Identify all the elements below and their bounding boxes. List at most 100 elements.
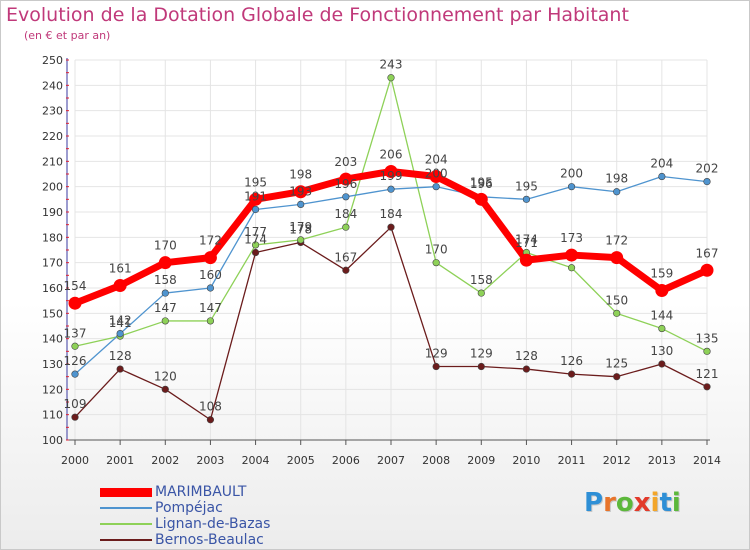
data-label: 137 xyxy=(64,326,87,340)
data-point xyxy=(206,317,215,325)
data-label: 129 xyxy=(425,347,448,361)
data-point xyxy=(432,362,440,371)
data-label: 128 xyxy=(515,349,538,363)
data-label: 128 xyxy=(109,349,132,363)
axes: 100 110 120 130 140 150 160 170 180 190 200 210 220 2… xyxy=(42,54,721,467)
x-tick-label: 2012 xyxy=(603,454,631,467)
data-point xyxy=(342,193,350,201)
data-point xyxy=(658,360,666,368)
data-point xyxy=(342,266,350,274)
data-point xyxy=(522,365,531,373)
data-label: 147 xyxy=(199,301,222,315)
data-point xyxy=(297,200,305,208)
data-label: 179 xyxy=(289,220,312,234)
data-point xyxy=(251,241,260,249)
proxiti-logo: Proxiti xyxy=(584,488,681,518)
legend-swatch xyxy=(100,507,152,509)
x-tick-label: 2008 xyxy=(422,454,450,467)
data-label: 172 xyxy=(199,234,222,248)
data-label: 147 xyxy=(154,301,177,315)
data-label: 125 xyxy=(605,357,628,371)
data-point xyxy=(251,205,260,214)
data-point xyxy=(294,185,308,199)
data-point xyxy=(297,236,305,244)
legend-label: MARIMBAULT xyxy=(155,484,247,500)
data-label: 193 xyxy=(289,184,312,198)
data-label: 161 xyxy=(109,261,132,275)
data-label: 158 xyxy=(154,273,177,287)
data-label: 141 xyxy=(109,316,132,330)
data-point xyxy=(613,188,621,196)
data-label: 150 xyxy=(605,293,628,307)
data-point xyxy=(116,330,124,338)
x-tick-label: 2009 xyxy=(467,454,495,467)
data-point xyxy=(387,185,395,193)
y-tick-label: 120 xyxy=(42,383,63,396)
data-point xyxy=(567,183,576,191)
data-label: 191 xyxy=(244,189,267,203)
logo-letter: x xyxy=(633,488,651,518)
data-point xyxy=(565,248,579,262)
data-label: 178 xyxy=(289,222,312,236)
x-tick-label: 2014 xyxy=(693,454,721,467)
data-label: 199 xyxy=(380,169,403,183)
x-tick-label: 2001 xyxy=(106,454,134,467)
data-point xyxy=(432,183,440,191)
data-point xyxy=(567,370,576,378)
data-label: 159 xyxy=(650,267,673,281)
series-points xyxy=(68,74,714,424)
data-labels: 154 161 170 172 195 198 203 206 204 195 171 173 172 1… xyxy=(64,58,719,414)
data-point xyxy=(700,263,714,277)
data-point xyxy=(206,416,215,424)
legend-label: Pompéjac xyxy=(155,500,223,516)
data-label: 195 xyxy=(515,179,538,193)
data-point xyxy=(387,223,395,231)
data-label: 243 xyxy=(380,58,403,72)
data-label: 195 xyxy=(470,175,493,189)
y-tick-label: 190 xyxy=(42,206,63,219)
data-label: 200 xyxy=(560,167,583,181)
data-label: 120 xyxy=(154,369,177,383)
data-label: 198 xyxy=(289,168,312,182)
legend-swatch xyxy=(100,539,152,541)
data-label: 177 xyxy=(244,225,267,239)
data-label: 170 xyxy=(425,243,448,257)
y-tick-label: 210 xyxy=(42,155,63,168)
logo-letter: t xyxy=(659,488,672,518)
data-point xyxy=(68,296,82,310)
legend-swatch xyxy=(100,523,152,525)
data-point xyxy=(116,365,124,373)
x-tick-label: 2002 xyxy=(151,454,179,467)
data-point xyxy=(474,192,488,206)
logo-letter: P xyxy=(584,488,604,518)
x-tick-label: 2004 xyxy=(242,454,270,467)
logo-letter: o xyxy=(615,488,634,518)
data-point xyxy=(519,253,533,267)
x-tick-label: 2011 xyxy=(558,454,586,467)
data-point xyxy=(251,248,260,257)
y-tick-label: 160 xyxy=(42,282,63,295)
data-label: 126 xyxy=(64,354,87,368)
data-label: 160 xyxy=(199,268,222,282)
data-point xyxy=(387,74,395,82)
data-point xyxy=(567,264,576,272)
data-label: 184 xyxy=(334,207,357,221)
data-label: 204 xyxy=(425,153,448,167)
data-point xyxy=(161,317,169,325)
data-point xyxy=(113,278,127,292)
y-tick-label: 140 xyxy=(42,333,63,346)
data-point xyxy=(161,289,169,297)
x-tick-label: 2005 xyxy=(287,454,315,467)
data-point xyxy=(613,309,621,317)
data-label: 126 xyxy=(560,354,583,368)
data-label: 206 xyxy=(380,147,403,161)
data-point xyxy=(384,164,398,178)
data-point xyxy=(249,192,263,206)
data-label: 196 xyxy=(334,177,357,191)
x-tick-label: 2013 xyxy=(648,454,676,467)
data-point xyxy=(658,324,666,333)
data-label: 184 xyxy=(380,207,403,221)
y-tick-label: 180 xyxy=(42,231,63,244)
data-label: 144 xyxy=(650,309,673,323)
